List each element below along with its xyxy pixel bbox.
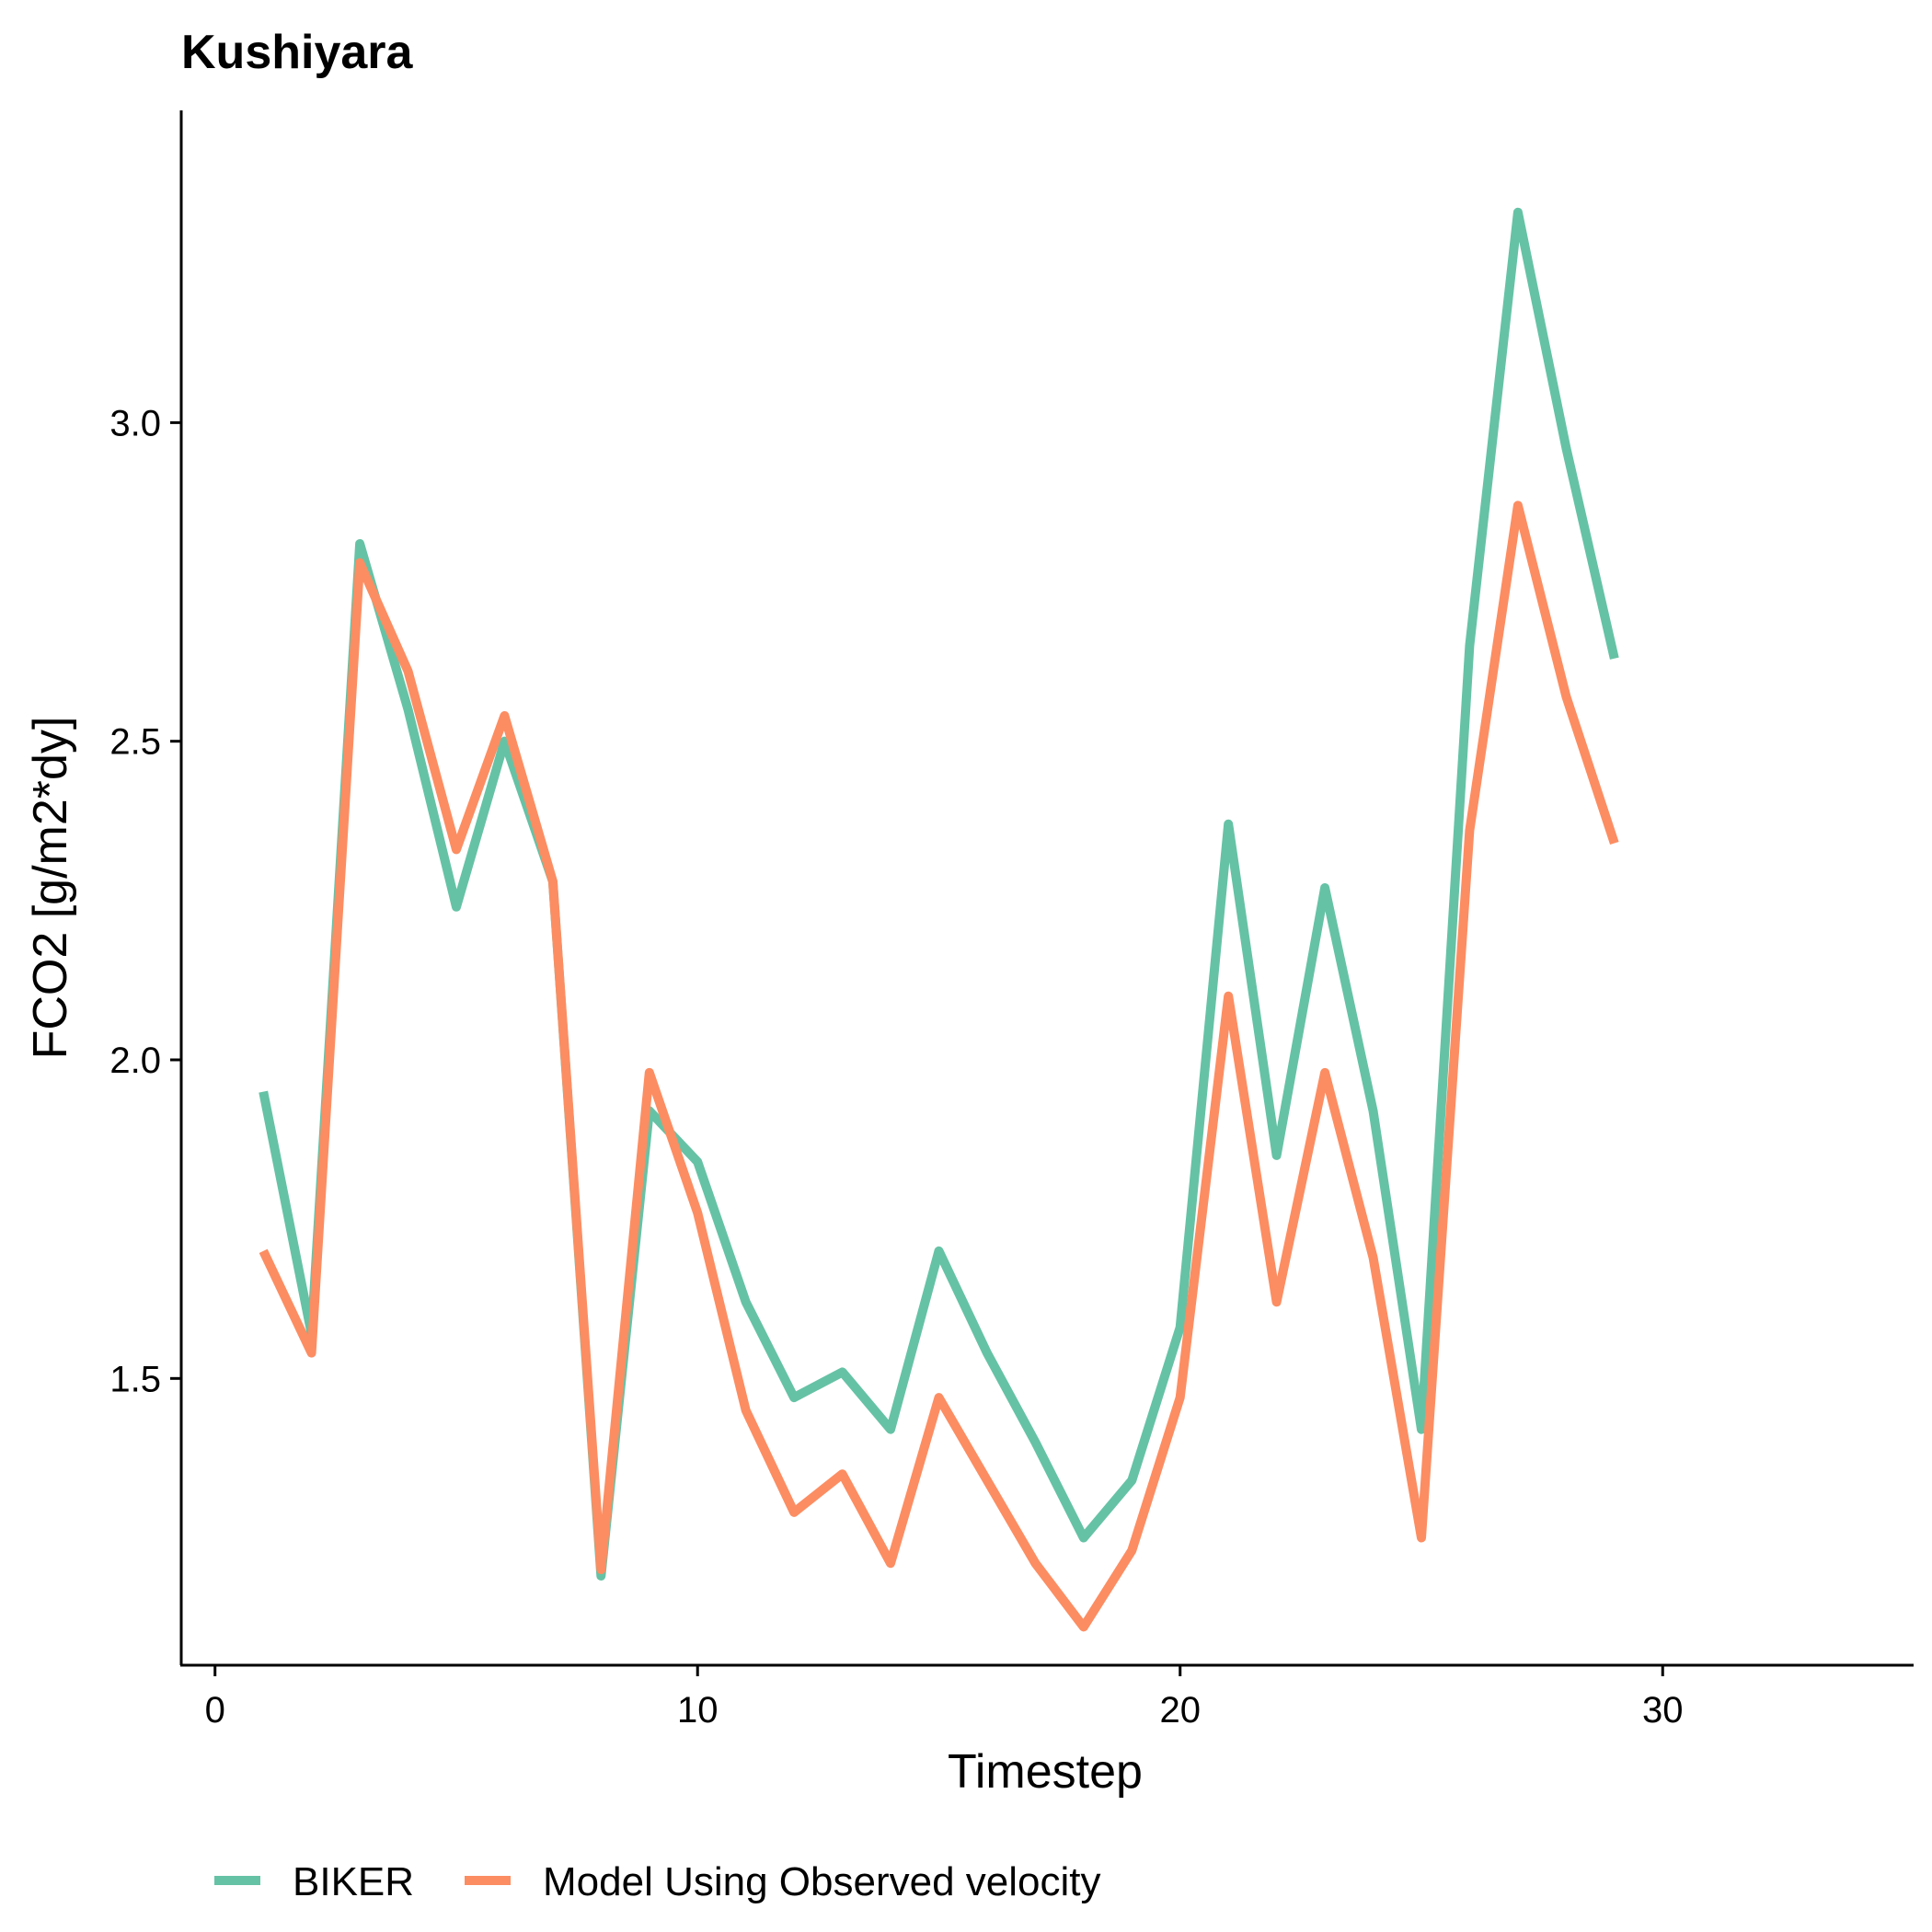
series-line-0 <box>259 207 1619 1581</box>
chart-title: Kushiyara <box>181 26 414 79</box>
x-axis-ticks: 0 10 20 30 <box>205 1665 1684 1731</box>
x-tick-label: 30 <box>1642 1690 1684 1731</box>
y-tick-label: 2.5 <box>109 722 161 763</box>
y-tick-label: 3.0 <box>109 403 161 443</box>
x-tick-label: 20 <box>1159 1690 1201 1731</box>
legend-label-model: Model Using Observed velocity <box>543 1859 1100 1904</box>
y-axis-ticks: 1.5 2.0 2.5 3.0 <box>109 403 181 1399</box>
y-tick-label: 1.5 <box>109 1359 161 1399</box>
x-tick-label: 10 <box>677 1690 719 1731</box>
y-axis-label: FCO2 [g/m2*dy] <box>24 717 77 1060</box>
x-axis-label: Timestep <box>948 1745 1143 1799</box>
y-tick-label: 2.0 <box>109 1041 161 1081</box>
legend: BIKER Model Using Observed velocity <box>214 1859 1100 1904</box>
legend-label-biker: BIKER <box>293 1859 414 1904</box>
series-line-1 <box>259 500 1619 1632</box>
plot-area <box>259 207 1619 1632</box>
x-tick-label: 0 <box>205 1690 225 1731</box>
